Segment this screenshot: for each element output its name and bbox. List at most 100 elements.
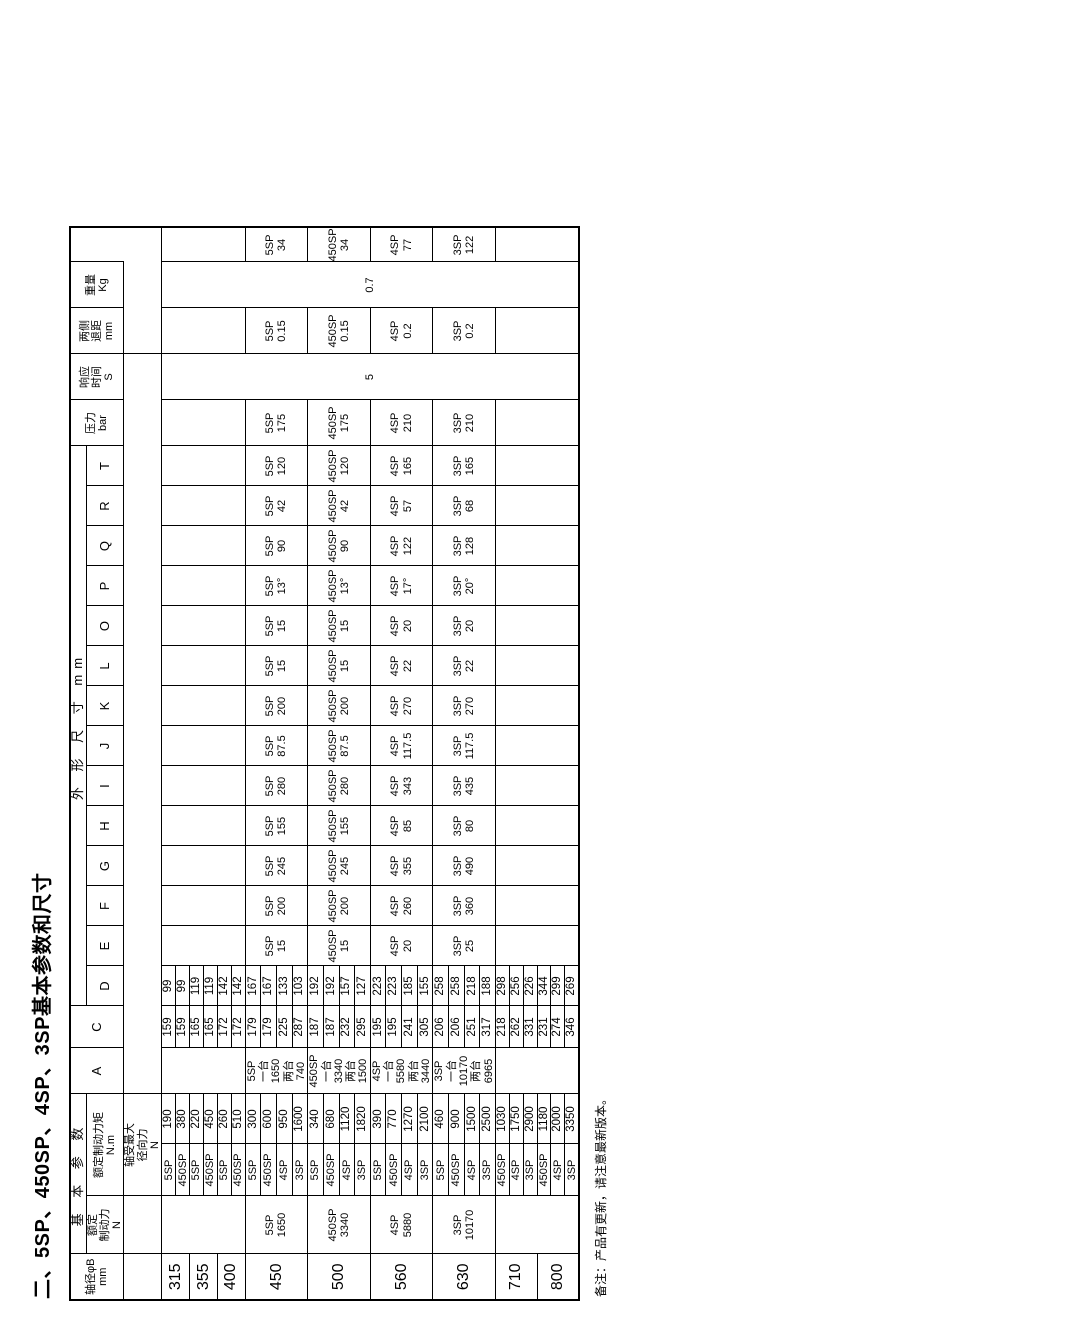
cell-dim-A: 187 [323, 1006, 340, 1048]
cell-model: 5SP [370, 1144, 386, 1196]
header-col-P: P [86, 566, 124, 606]
cell-dim-E [495, 886, 580, 926]
cell-weight [161, 227, 246, 262]
cell-dim-P: 450SP 90 [307, 526, 371, 566]
cell-rated-torque: 950 [276, 1094, 293, 1144]
cell-model: 4SP [401, 1144, 418, 1196]
cell-dim-C: 256 [509, 966, 524, 1006]
cell-bore: 500 [307, 1254, 371, 1300]
cell-dim-A: 346 [564, 1006, 580, 1048]
cell-dim-C: 119 [189, 966, 204, 1006]
cell-model: 5SP [217, 1144, 232, 1196]
cell-dim-C: 133 [276, 966, 293, 1006]
cell-dim-G: 4SP 85 [370, 806, 433, 846]
header-col-L: L [86, 646, 124, 686]
cell-response-time: 3SP 0.2 [432, 308, 496, 354]
cell-bore: 450 [245, 1254, 308, 1300]
cell-dim-A: 231 [537, 1006, 551, 1048]
cell-dim-E [161, 886, 246, 926]
cell-dim-G: 5SP 155 [245, 806, 308, 846]
cell-model: 4SP [339, 1144, 355, 1196]
cell-dim-A: 274 [550, 1006, 565, 1048]
cell-dim-I [161, 726, 246, 766]
cell-rated-torque: 600 [260, 1094, 277, 1144]
cell-dim-C: 142 [217, 966, 232, 1006]
cell-model: 450SP [175, 1144, 190, 1196]
cell-model: 4SP [509, 1144, 524, 1196]
cell-dim-T: 3SP 210 [432, 400, 496, 446]
header-col-E: E [86, 926, 124, 966]
cell-dim-G: 3SP 80 [432, 806, 496, 846]
cell-response-time [495, 308, 580, 354]
cell-dim-K: 450SP 15 [307, 646, 371, 686]
cell-bore: 630 [432, 1254, 496, 1300]
cell-dim-F: 3SP 490 [432, 846, 496, 886]
cell-dim-C: 192 [323, 966, 340, 1006]
cell-dim-K: 5SP 15 [245, 646, 308, 686]
cell-model: 3SP [354, 1144, 371, 1196]
cell-dim-C: 298 [495, 966, 510, 1006]
cell-rated-torque: 220 [189, 1094, 204, 1144]
cell-model: 4SP [550, 1144, 565, 1196]
cell-dim-A: 179 [260, 1006, 277, 1048]
header-col-D: D [86, 966, 124, 1006]
cell-dim-C: 188 [479, 966, 496, 1006]
cell-dim-G: 450SP 155 [307, 806, 371, 846]
cell-rated-torque: 1500 [464, 1094, 480, 1144]
cell-dim-H [495, 766, 580, 806]
cell-dim-A: 225 [276, 1006, 293, 1048]
cell-dim-A: 187 [307, 1006, 324, 1048]
cell-rated-torque: 460 [432, 1094, 449, 1144]
cell-rated-torque: 1750 [509, 1094, 524, 1144]
cell-pressure: 5 [161, 354, 580, 400]
cell-dim-P: 3SP 128 [432, 526, 496, 566]
cell-dim-Q [495, 486, 580, 526]
cell-dim-A: 206 [448, 1006, 465, 1048]
cell-rated-torque: 2100 [417, 1094, 433, 1144]
cell-dim-C: 127 [354, 966, 371, 1006]
specification-table: 轴径φB mm 基 本 参 数 A C 外 形 尺 寸 mm 压力 bar 响应… [69, 226, 581, 1301]
cell-axial-force: 3SP 一台 10170 两台 6965 [432, 1048, 496, 1094]
cell-dim-H: 4SP 343 [370, 766, 433, 806]
cell-dim-O [161, 566, 246, 606]
header-row-axial: 轴受最大 径向力 N [123, 227, 162, 1300]
cell-bore: 315 [161, 1254, 190, 1300]
cell-dim-L: 450SP 15 [307, 606, 371, 646]
cell-dim-O: 450SP 13° [307, 566, 371, 606]
cell-dim-R: 4SP 165 [370, 446, 433, 486]
cell-dim-O: 5SP 13° [245, 566, 308, 606]
cell-bore: 400 [217, 1254, 246, 1300]
cell-model: 3SP [417, 1144, 433, 1196]
cell-rated-torque: 2000 [550, 1094, 565, 1144]
cell-model: 450SP [537, 1144, 551, 1196]
cell-dim-J: 450SP 200 [307, 686, 371, 726]
cell-dim-L: 3SP 20 [432, 606, 496, 646]
header-col-T: T [86, 446, 124, 486]
cell-dim-H: 3SP 435 [432, 766, 496, 806]
cell-dim-J [161, 686, 246, 726]
cell-dim-C: 223 [385, 966, 402, 1006]
cell-dim-C: 269 [564, 966, 580, 1006]
cell-rated-force [161, 1196, 246, 1254]
cell-dim-H: 5SP 280 [245, 766, 308, 806]
header-pressure: 压力 bar [70, 400, 124, 446]
cell-model: 3SP [564, 1144, 580, 1196]
cell-dim-A: 331 [523, 1006, 538, 1048]
cell-dim-T [161, 400, 246, 446]
cell-dim-D [161, 926, 246, 966]
cell-dim-P [161, 526, 246, 566]
cell-dim-T [495, 400, 580, 446]
table-head: 轴径φB mm 基 本 参 数 A C 外 形 尺 寸 mm 压力 bar 响应… [70, 227, 162, 1300]
cell-dim-C: 226 [523, 966, 538, 1006]
cell-weight: 4SP 77 [370, 227, 433, 262]
cell-dim-A: 165 [203, 1006, 218, 1048]
cell-dim-I: 4SP 117.5 [370, 726, 433, 766]
cell-model: 3SP [292, 1144, 308, 1196]
header-col-K: K [86, 686, 124, 726]
page-title: 二、5SP、450SP、4SP、3SP基本参数和尺寸 [32, 872, 54, 1299]
cell-model: 450SP [203, 1144, 218, 1196]
cell-model: 450SP [260, 1144, 277, 1196]
cell-rated-torque: 1030 [495, 1094, 510, 1144]
footer-note: 备注：产品有更新，请注意最新版本。 [594, 1092, 609, 1297]
cell-dim-T: 4SP 210 [370, 400, 433, 446]
